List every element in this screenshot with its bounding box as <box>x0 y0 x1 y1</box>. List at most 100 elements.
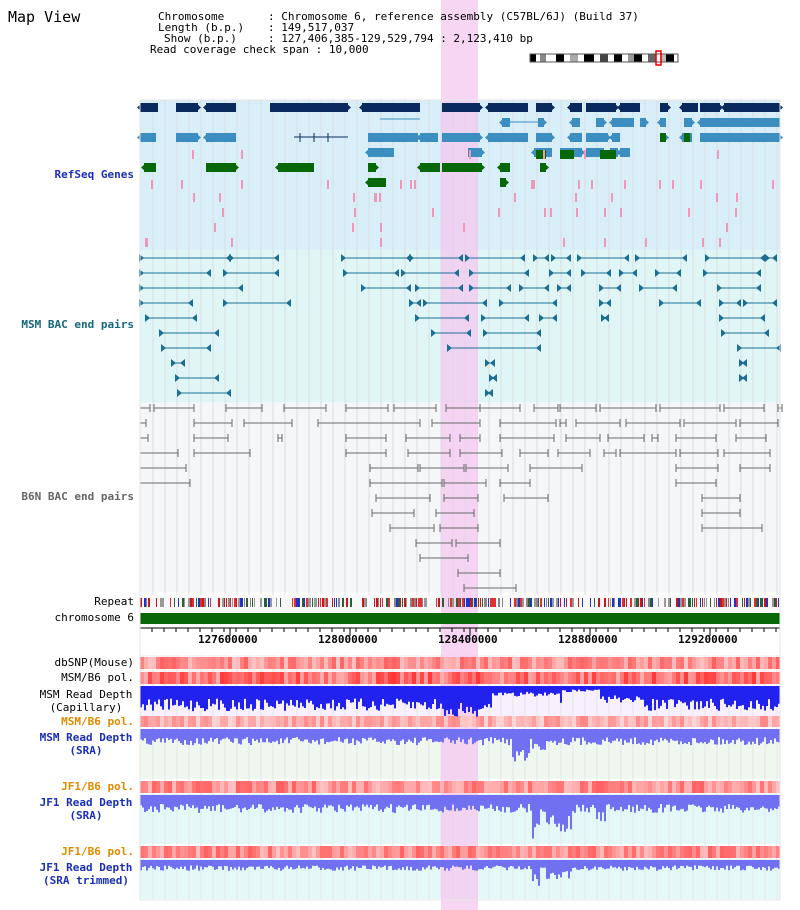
msm-polymorphism-cell <box>392 672 396 684</box>
bac-end-marker <box>739 374 744 382</box>
repeat-element <box>470 598 472 607</box>
capillary-depth-bar <box>698 686 700 710</box>
track-label-msm-bac[interactable]: MSM BAC end pairs <box>21 318 134 331</box>
jf1-trim-depth-bar <box>710 860 712 870</box>
msm-sra-depth-bar <box>504 729 506 744</box>
msm-polymorphism-cell <box>756 672 760 684</box>
jf1-polymorphism-cell <box>316 781 320 793</box>
msm-polymorphism-cell <box>272 672 276 684</box>
jf1-sra-depth-bar <box>744 795 746 811</box>
bac-end-marker <box>177 389 182 397</box>
msm-polymorphism-cell <box>596 672 600 684</box>
gene-marker-tick <box>146 238 148 247</box>
msm-sra-depth-bar <box>532 729 534 749</box>
msm-sra-depth-bar <box>726 729 728 741</box>
dbsnp-heat-cell <box>340 657 344 669</box>
capillary-depth-bar <box>144 686 146 711</box>
jf1-sra-depth-bar <box>488 795 490 808</box>
jf1-polymorphism-cell <box>232 781 236 793</box>
msm-polymorphism-cell <box>328 716 332 727</box>
jf1-polymorphism-cell <box>628 846 632 858</box>
jf1-trim-depth-bar <box>548 860 550 879</box>
jf1-sra-depth-bar <box>438 795 440 812</box>
jf1-trim-depth-bar <box>308 860 310 869</box>
msm-polymorphism-cell <box>144 716 148 727</box>
jf1-polymorphism-cell <box>468 846 472 858</box>
msm-sra-depth-bar <box>376 729 378 742</box>
jf1-trim-depth-bar <box>188 860 190 871</box>
repeat-element <box>226 598 227 607</box>
capillary-depth-bar <box>450 686 452 710</box>
coverage-info: Read coverage check span : 10,000 <box>150 43 369 56</box>
repeat-element <box>614 598 615 607</box>
repeat-element <box>418 598 420 607</box>
capillary-depth-bar <box>168 686 170 710</box>
capillary-depth-bar <box>400 686 402 700</box>
msm-sra-depth-bar <box>182 729 184 745</box>
gene-strand-arrow <box>679 133 684 142</box>
repeat-element <box>520 598 522 607</box>
jf1-sra-depth-bar <box>580 795 582 812</box>
jf1-trim-depth-bar <box>412 860 414 871</box>
jf1-trim-depth-bar <box>182 860 184 870</box>
jf1-polymorphism-cell <box>464 846 468 858</box>
jf1-trim-depth-bar <box>162 860 164 871</box>
capillary-depth-bar <box>178 686 180 706</box>
jf1-trim-depth-bar <box>660 860 662 870</box>
msm-sra-depth-bar <box>238 729 240 744</box>
capillary-depth-bar <box>362 686 364 707</box>
bac-end-marker <box>552 314 557 322</box>
msm-sra-depth-bar <box>730 729 732 743</box>
repeat-element <box>266 598 267 607</box>
track-label-refseq[interactable]: RefSeq Genes <box>54 168 134 181</box>
repeat-element <box>224 598 225 607</box>
jf1-trim-depth-bar <box>514 860 516 869</box>
msm-sra-depth-bar <box>656 729 658 740</box>
capillary-depth-bar <box>174 686 176 705</box>
capillary-depth-bar <box>690 686 692 702</box>
jf1-trim-depth-bar <box>176 860 178 868</box>
dbsnp-heat-cell <box>524 657 528 669</box>
jf1-sra-depth-bar <box>604 795 606 822</box>
jf1-trim-depth-bar <box>686 860 688 866</box>
jf1-sra-depth-bar <box>362 795 364 805</box>
repeat-element <box>436 598 437 607</box>
msm-sra-depth-bar <box>398 729 400 745</box>
msm-polymorphism-cell <box>564 716 568 727</box>
capillary-depth-bar <box>562 686 564 691</box>
msm-sra-depth-bar <box>328 729 330 743</box>
jf1-trim-depth-bar <box>738 860 740 866</box>
jf1-trim-depth-bar <box>580 860 582 870</box>
jf1-trim-depth-bar <box>632 860 634 868</box>
jf1-sra-depth-bar <box>586 795 588 808</box>
repeat-element <box>222 598 224 607</box>
repeat-element <box>404 598 406 607</box>
msm-polymorphism-cell <box>396 672 400 684</box>
repeat-element <box>482 598 483 607</box>
jf1-polymorphism-cell <box>732 781 736 793</box>
capillary-depth-bar <box>432 686 434 705</box>
track-label-b6n-bac[interactable]: B6N BAC end pairs <box>21 490 134 503</box>
msm-sra-depth-bar <box>300 729 302 742</box>
msm-polymorphism-cell <box>160 672 164 684</box>
dbsnp-heat-cell <box>536 657 540 669</box>
msm-sra-depth-bar <box>230 729 232 742</box>
capillary-depth-bar <box>766 686 768 706</box>
msm-polymorphism-cell <box>156 716 160 727</box>
jf1-sra-depth-bar <box>450 795 452 811</box>
jf1-polymorphism-cell <box>620 846 624 858</box>
jf1-trim-depth-bar <box>504 860 506 868</box>
gene-block <box>620 148 630 157</box>
jf1-sra-depth-bar <box>552 795 554 816</box>
msm-polymorphism-cell <box>644 672 648 684</box>
jf1-trim-depth-bar <box>358 860 360 869</box>
msm-polymorphism-cell <box>244 672 248 684</box>
repeat-element <box>714 598 715 607</box>
capillary-depth-bar <box>180 686 182 706</box>
msm-sra-depth-bar <box>364 729 366 739</box>
capillary-depth-bar <box>652 686 654 699</box>
msm-sra-depth-bar <box>506 729 508 740</box>
jf1-sra-depth-bar <box>620 795 622 807</box>
